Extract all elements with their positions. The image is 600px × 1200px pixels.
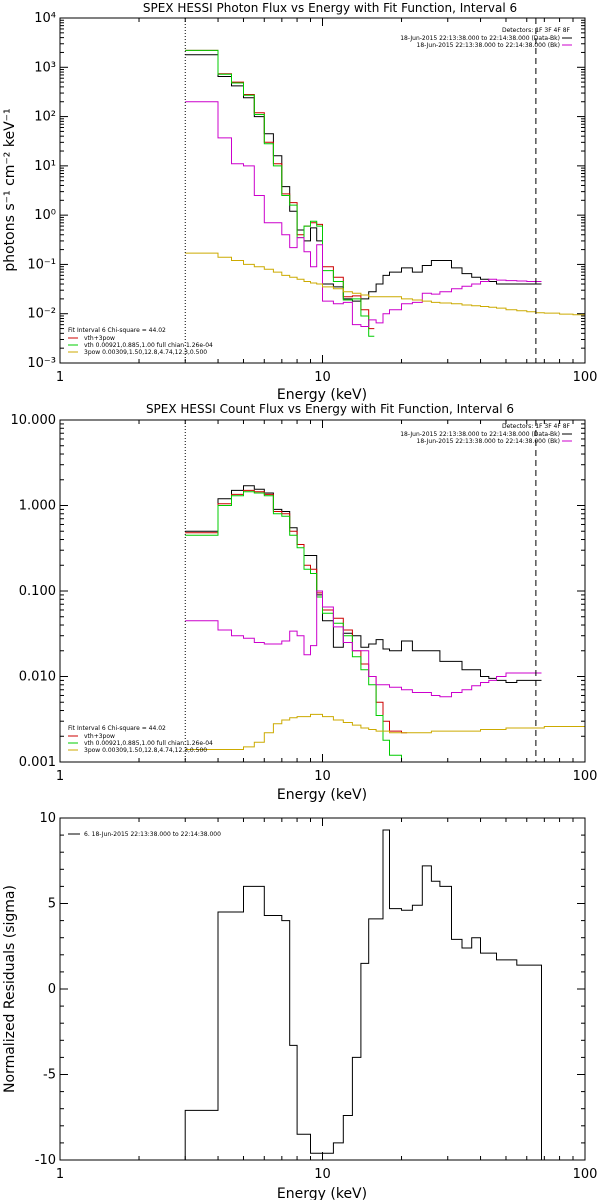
series-line-2 [185,491,408,763]
x-tick-label: 1 [56,370,64,385]
legend-left-header: Fit Interval 6 Chi-square = 44.02 [68,327,166,334]
photon-flux-title: SPEX HESSI Photon Flux vs Energy with Fi… [143,1,517,15]
residuals-panel: 1 10 100 -10 -5 0 5 10 Energy (keV) Normalized … [2,811,597,1200]
legend-left-entry: vth+3pow [84,335,115,342]
legend-left-entry: vth+3pow [84,733,115,740]
series-line-3 [185,101,542,327]
y-tick-label: 10⁰ [34,208,56,223]
photon-flux-legend-right: Detectors: 1F 3F 4F 8F 18-Jun-2015 22:13… [400,27,572,49]
photon-flux-ticks: 1 10 100 10⁻³ 10⁻² 10⁻¹ 10⁰ 10¹ 10² 10³ 10⁴ [27,11,597,385]
photon-flux-series [185,49,586,337]
y-tick-label: 0.001 [19,755,56,770]
x-tick-label: 10 [314,1167,331,1182]
legend-right-entry: 18-Jun-2015 22:13:38.000 to 22:14:38.000… [400,431,560,438]
residuals-ticks: 1 10 100 -10 -5 0 5 10 [35,811,598,1182]
residuals-series [184,829,542,1160]
residuals-legend: 6. 18-Jun-2015 22:13:38.000 to 22:14:38.… [68,831,221,838]
count-flux-markers [184,420,537,762]
series-line-0 [184,829,542,1160]
x-tick-label: 100 [573,1167,598,1182]
count-flux-ticks: 1 10 100 0.001 0.010 0.100 1.000 10.000 [11,413,598,784]
legend-right-entry: 18-Jun-2015 22:13:38.000 to 22:14:38.000… [417,438,560,445]
legend-right-header: Detectors: 1F 3F 4F 8F [502,423,571,430]
photon-flux-ylabel: photons s⁻¹ cm⁻² keV⁻¹ [2,108,18,271]
series-line-3 [185,590,542,698]
series-line-4 [185,252,586,316]
count-flux-legend-left: Fit Interval 6 Chi-square = 44.02 vth+3p… [68,725,213,754]
legend-left-entry: vth 0.00921,0.885,1.00 full chian 1.26e-… [84,342,213,349]
count-flux-legend-right: Detectors: 1F 3F 4F 8F 18-Jun-2015 22:13… [400,423,572,445]
photon-flux-panel: SPEX HESSI Photon Flux vs Energy with Fi… [2,1,597,403]
photon-flux-markers [184,18,537,363]
x-tick-label: 100 [573,769,598,784]
y-tick-label: -5 [43,1068,56,1083]
y-tick-label: 10 [39,811,56,826]
legend-right-entry: 18-Jun-2015 22:13:38.000 to 22:14:38.000… [400,35,560,42]
x-tick-label: 10 [314,769,331,784]
x-tick-label: 100 [573,370,598,385]
y-tick-label: -10 [35,1153,56,1168]
legend-left-entry: 3pow 0.00309,1.50,12.8,4.74,12.3,0.500 [84,349,207,356]
residuals-xlabel: Energy (keV) [277,1186,367,1200]
x-tick-label: 10 [314,370,331,385]
y-tick-label: 10⁻¹ [27,257,56,272]
legend-left-header: Fit Interval 6 Chi-square = 44.02 [68,725,166,732]
legend-left-entry: 3pow 0.00309,1.50,12.8,4.74,12.3,0.500 [84,747,207,754]
x-tick-label: 1 [56,1167,64,1182]
count-flux-title: SPEX HESSI Count Flux vs Energy with Fit… [146,402,514,416]
y-tick-label: 10⁻³ [27,356,56,371]
legend-left-entry: vth 0.00921,0.885,1.00 full chian 1.26e-… [84,740,213,747]
y-tick-label: 10¹ [34,159,56,174]
x-tick-label: 1 [56,769,64,784]
y-tick-label: 10² [34,110,56,125]
photon-flux-legend-left: Fit Interval 6 Chi-square = 44.02 vth+3p… [68,327,213,356]
legend-right-entry: 18-Jun-2015 22:13:38.000 to 22:14:38.000… [417,42,560,49]
y-tick-label: 10³ [34,60,56,75]
count-flux-series [185,485,586,763]
y-tick-label: 1.000 [19,499,56,514]
y-tick-label: 0.010 [19,670,56,685]
y-tick-label: 10⁴ [34,11,56,26]
residuals-legend-entry: 6. 18-Jun-2015 22:13:38.000 to 22:14:38.… [84,831,221,838]
y-tick-label: 10.000 [11,413,57,428]
residuals-ylabel: Normalized Residuals (sigma) [2,885,18,1093]
photon-flux-xlabel: Energy (keV) [277,387,367,403]
y-tick-label: 10⁻² [27,307,56,322]
y-tick-label: 5 [48,897,56,912]
series-line-4 [185,713,586,750]
count-flux-panel: SPEX HESSI Count Flux vs Energy with Fit… [11,402,598,803]
count-flux-xlabel: Energy (keV) [277,787,367,803]
legend-right-header: Detectors: 1F 3F 4F 8F [502,27,571,34]
y-tick-label: 0 [48,982,56,997]
series-line-0 [185,485,542,683]
y-tick-label: 0.100 [19,584,56,599]
